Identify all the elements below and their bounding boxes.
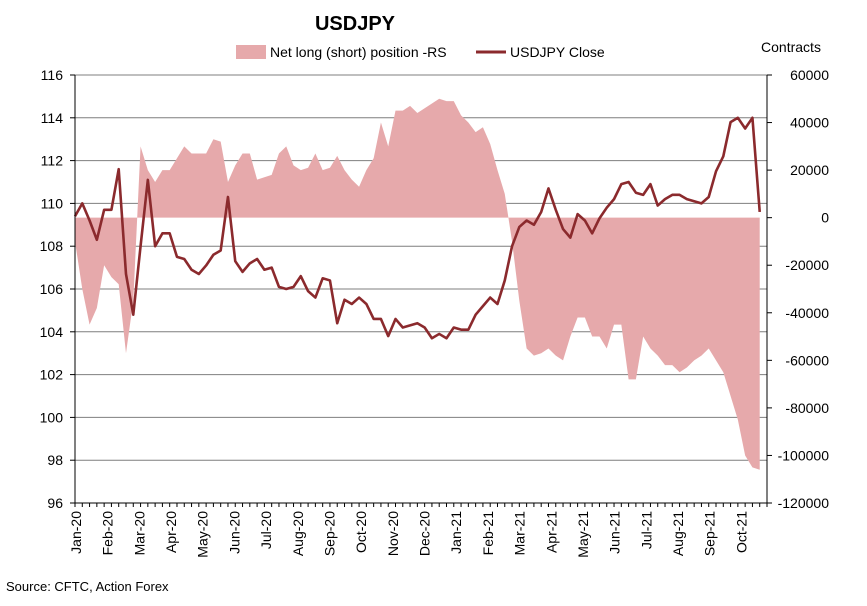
x-tick-label: Apr-21 <box>543 511 559 553</box>
legend-area-swatch <box>236 45 266 59</box>
left-tick-label: 104 <box>40 324 64 340</box>
right-axis-title: Contracts <box>761 39 821 55</box>
left-tick-label: 112 <box>41 153 64 169</box>
right-tick-label: 60000 <box>790 67 829 83</box>
right-tick-label: 0 <box>821 210 829 226</box>
right-tick-label: -100000 <box>778 447 830 463</box>
left-tick-label: 114 <box>41 110 64 126</box>
net-position-area <box>75 98 760 470</box>
chart-title: USDJPY <box>315 13 396 35</box>
left-tick-label: 100 <box>40 409 64 425</box>
x-tick-label: Jul-20 <box>258 511 274 549</box>
right-tick-label: 20000 <box>790 162 829 178</box>
x-tick-label: Jun-21 <box>607 511 623 554</box>
right-tick-label: -40000 <box>785 305 829 321</box>
x-tick-label: Sep-21 <box>702 511 718 556</box>
x-tick-label: Jan-20 <box>68 511 84 554</box>
right-tick-label: -120000 <box>778 495 830 511</box>
x-tick-label: Aug-21 <box>670 511 686 556</box>
net-position-area-shape <box>75 98 760 470</box>
x-tick-label: May-20 <box>195 511 211 558</box>
usdjpy-close-polyline <box>73 116 762 340</box>
legend-area-label: Net long (short) position -RS <box>270 44 447 60</box>
x-tick-label: Mar-20 <box>131 511 147 556</box>
x-tick-label: Apr-20 <box>163 511 179 553</box>
x-tick-label: Sep-20 <box>321 511 337 556</box>
right-axis-ticks: -120000 -100000 -80000 -60000 -40000 -20000 0 2… <box>767 67 829 511</box>
legend: Net long (short) position -RS USDJPY Clo… <box>236 44 605 60</box>
x-tick-label: Jun-20 <box>226 511 242 554</box>
left-tick-label: 106 <box>40 281 64 297</box>
right-tick-label: -80000 <box>785 400 829 416</box>
x-axis-ticks: Jan-20 Feb-20 Mar-20 Apr-20 May-20 Jun-20 Jul-… <box>68 503 768 558</box>
left-tick-label: 96 <box>47 495 63 511</box>
x-tick-label: Mar-21 <box>512 511 528 556</box>
left-axis-ticks: 96 98 100 102 104 106 108 110 112 114 116 <box>40 67 75 511</box>
legend-line-label: USDJPY Close <box>510 44 605 60</box>
right-tick-label: -20000 <box>785 257 829 273</box>
left-tick-label: 102 <box>40 367 64 383</box>
left-tick-label: 110 <box>41 195 64 211</box>
x-tick-label: Aug-20 <box>290 511 306 556</box>
x-tick-label: Oct-21 <box>733 511 749 553</box>
usdjpy-close-line <box>73 116 762 340</box>
x-tick-label: Feb-20 <box>100 511 116 556</box>
x-tick-label: Feb-21 <box>480 511 496 556</box>
x-tick-label: Jul-21 <box>638 511 654 549</box>
x-tick-label: Jan-21 <box>448 511 464 554</box>
left-tick-label: 116 <box>41 67 64 83</box>
x-tick-label: Nov-20 <box>385 511 401 556</box>
left-tick-label: 98 <box>47 452 63 468</box>
right-tick-label: -60000 <box>785 352 829 368</box>
x-tick-label: Dec-20 <box>417 511 433 556</box>
x-tick-label: May-21 <box>575 511 591 558</box>
right-tick-label: 40000 <box>790 115 829 131</box>
x-tick-label: Oct-20 <box>353 511 369 553</box>
source-note: Source: CFTC, Action Forex <box>6 579 169 594</box>
left-tick-label: 108 <box>40 238 64 254</box>
